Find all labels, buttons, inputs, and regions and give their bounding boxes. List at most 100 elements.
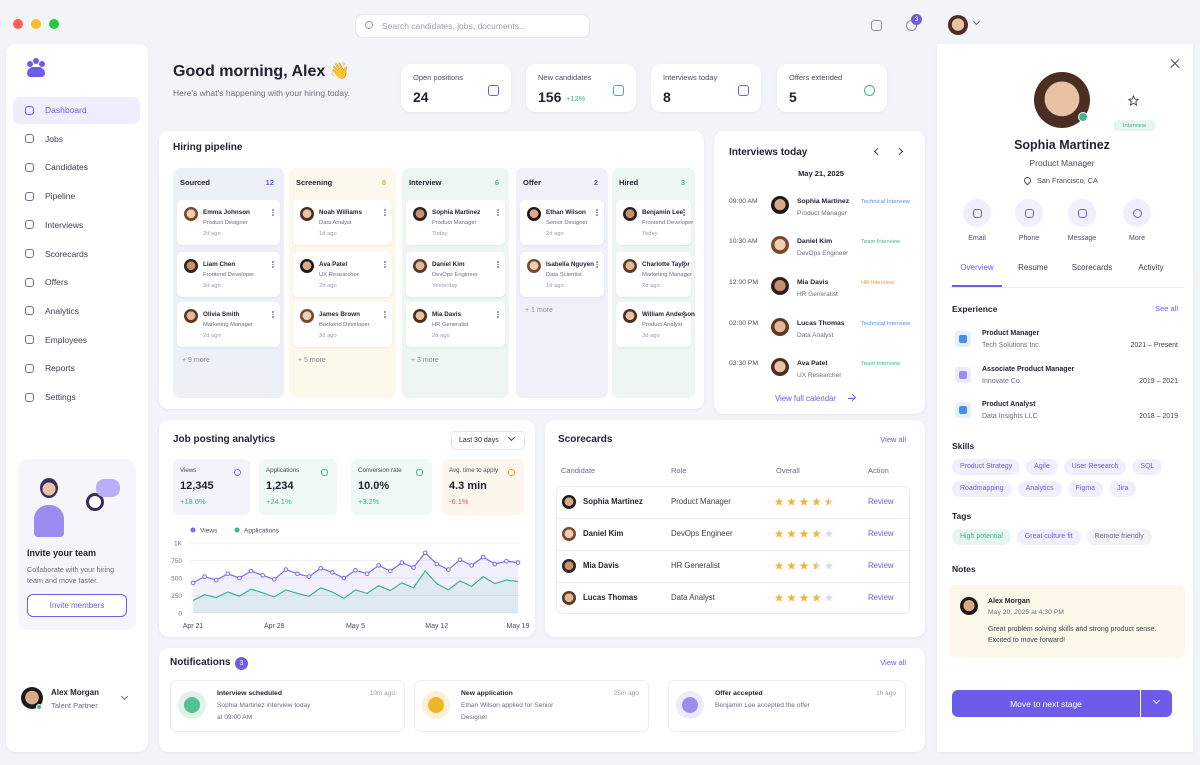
view-all[interactable]: View all xyxy=(880,435,906,444)
tab[interactable]: Overview xyxy=(960,263,994,272)
experience-role: Product Manager xyxy=(982,330,1040,337)
tab[interactable]: Scorecards xyxy=(1071,263,1113,272)
action-button[interactable] xyxy=(963,199,991,227)
interview-time: 03:30 PM xyxy=(729,360,759,367)
score-table xyxy=(556,486,910,614)
review-link[interactable]: Review xyxy=(868,497,894,506)
divider xyxy=(949,287,1185,288)
icon xyxy=(320,468,328,476)
stat-card xyxy=(651,64,761,112)
candidate-role: Product Manager xyxy=(671,497,731,506)
menu-dot xyxy=(497,214,499,216)
nav-item[interactable]: Dashboard xyxy=(45,105,87,115)
invite-button[interactable] xyxy=(27,594,127,617)
badge-count: 3 xyxy=(239,659,244,667)
review-link[interactable]: Review xyxy=(868,561,894,570)
avatar xyxy=(562,495,576,509)
interview-time: 10:30 AM xyxy=(729,238,758,245)
action-button[interactable] xyxy=(1015,199,1043,227)
notification[interactable] xyxy=(668,680,906,732)
primary-button[interactable] xyxy=(952,690,1140,717)
nav-item[interactable]: Offers xyxy=(45,277,68,288)
review-link[interactable]: Review xyxy=(868,593,894,602)
avatar xyxy=(184,207,198,221)
menu-dot xyxy=(272,209,274,211)
illustration xyxy=(34,505,64,537)
more-link[interactable]: + 1 more xyxy=(525,307,553,314)
icon xyxy=(972,208,982,218)
candidate-role: Frontend Developer xyxy=(642,220,694,226)
nav-item[interactable]: Reports xyxy=(45,363,75,374)
interview-time: 12:00 PM xyxy=(729,279,759,286)
menu-dot xyxy=(384,211,386,214)
stat-card xyxy=(401,64,511,112)
nav-active xyxy=(13,97,140,124)
star-button[interactable] xyxy=(1127,94,1140,107)
nav-item[interactable]: Pipeline xyxy=(45,191,76,202)
section-title: Scorecards xyxy=(558,434,613,445)
search-box[interactable] xyxy=(355,14,590,38)
primary-button-label[interactable]: Move to next stage xyxy=(1010,698,1082,709)
menu-dot xyxy=(683,214,685,216)
nav-item[interactable]: Employees xyxy=(45,334,88,345)
menu-dot xyxy=(497,263,499,266)
column-name: Interview xyxy=(409,178,442,187)
menu-dot xyxy=(683,313,685,316)
search-placeholder: Search candidates, jobs, documents... xyxy=(382,21,527,31)
more-link[interactable]: + 9 more xyxy=(182,357,210,364)
dropdown-button[interactable] xyxy=(1141,690,1172,717)
icon xyxy=(365,21,373,29)
candidate-time: 3d ago xyxy=(203,283,221,289)
calendar-link[interactable]: View full calendar xyxy=(775,394,836,403)
range-label[interactable]: Last 30 days xyxy=(459,436,499,444)
avatar xyxy=(413,207,427,221)
menu-dot xyxy=(272,211,274,214)
range-select[interactable] xyxy=(451,431,525,450)
section-title: Notifications xyxy=(170,657,231,668)
nav-item[interactable]: Analytics xyxy=(45,305,80,316)
notification[interactable] xyxy=(414,680,649,732)
candidate-time: Yesterday xyxy=(432,283,458,289)
candidate-name: Benjamin Lee xyxy=(642,209,683,216)
action-label[interactable]: Phone xyxy=(1018,235,1040,242)
menu-dot xyxy=(596,209,598,211)
tag-chip: High potential xyxy=(952,529,1011,545)
interview-name: Lucas Thomas xyxy=(797,320,845,327)
nav-item[interactable]: Candidates xyxy=(45,162,89,173)
menu-dot xyxy=(683,209,685,211)
status-dot xyxy=(36,704,42,710)
action-label[interactable]: Message xyxy=(1067,235,1097,242)
window-control xyxy=(49,19,59,29)
icon xyxy=(24,306,34,316)
action-button[interactable] xyxy=(1068,199,1096,227)
menu-dot xyxy=(596,261,598,263)
stat-value: 8 xyxy=(663,89,671,105)
action-label[interactable]: Email xyxy=(968,235,986,242)
candidate-role: HR Generalist xyxy=(432,322,469,328)
review-link[interactable]: Review xyxy=(868,529,894,538)
menu-dot xyxy=(596,263,598,266)
notification[interactable] xyxy=(170,680,405,732)
tab[interactable]: Activity xyxy=(1138,263,1164,272)
metric-value: 4.3 min xyxy=(449,480,487,492)
nav-item[interactable]: Jobs xyxy=(45,133,63,144)
more-link[interactable]: + 5 more xyxy=(298,357,326,364)
avatar xyxy=(184,309,198,323)
experience-company: Data Insights LLC xyxy=(982,413,1038,420)
nav-item[interactable]: Scorecards xyxy=(45,248,88,259)
interview-type: Technical Interview xyxy=(861,199,910,205)
menu-dot xyxy=(384,261,386,263)
tab[interactable]: Resume xyxy=(1018,263,1048,272)
profile-location: San Francisco, CA xyxy=(1037,176,1098,185)
view-all[interactable]: View all xyxy=(880,658,906,667)
invite-button-label[interactable]: Invite members xyxy=(49,600,105,610)
see-all[interactable]: See all xyxy=(1155,304,1178,313)
nav-item[interactable]: Settings xyxy=(45,392,76,402)
interviews-card xyxy=(714,131,925,414)
candidate-role: Backend Developer xyxy=(319,322,370,328)
stat-label: New candidates xyxy=(538,73,592,82)
avatar xyxy=(562,527,576,541)
more-link[interactable]: + 3 more xyxy=(411,357,439,364)
nav-item[interactable]: Interviews xyxy=(45,219,84,230)
action-label[interactable]: More xyxy=(1129,235,1145,242)
